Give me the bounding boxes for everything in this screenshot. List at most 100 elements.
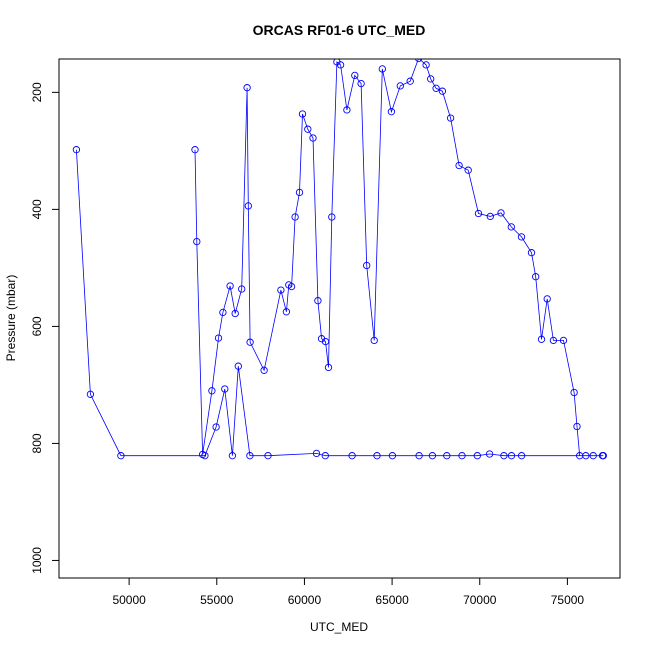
data-point bbox=[357, 79, 365, 88]
x-tick-label: 65000 bbox=[375, 593, 409, 607]
data-point bbox=[415, 452, 423, 460]
data-point bbox=[388, 452, 397, 460]
data-point bbox=[324, 363, 333, 372]
data-point bbox=[246, 452, 254, 460]
data-point bbox=[314, 297, 322, 305]
data-point bbox=[589, 452, 597, 460]
data-point bbox=[373, 452, 381, 460]
data-point bbox=[507, 223, 515, 231]
data-point bbox=[295, 188, 304, 197]
data-point bbox=[576, 452, 584, 460]
data-point bbox=[328, 213, 336, 221]
data-point bbox=[443, 452, 451, 460]
data-point bbox=[464, 166, 472, 174]
data-point bbox=[559, 336, 568, 345]
data-point bbox=[527, 249, 536, 257]
data-point bbox=[317, 335, 326, 343]
x-axis-label: UTC_MED bbox=[310, 620, 368, 634]
data-point bbox=[486, 212, 494, 221]
x-tick-label: 70000 bbox=[463, 593, 497, 607]
data-point bbox=[231, 309, 239, 318]
data-point bbox=[291, 213, 299, 221]
y-tick-label: 1000 bbox=[30, 547, 44, 574]
data-point bbox=[72, 146, 81, 154]
data-point bbox=[598, 452, 607, 460]
data-point bbox=[212, 423, 220, 431]
data-point bbox=[221, 385, 229, 393]
data-point bbox=[422, 61, 430, 69]
data-point bbox=[446, 114, 455, 122]
data-point bbox=[244, 202, 252, 210]
data-point bbox=[406, 77, 414, 85]
data-point bbox=[219, 308, 227, 317]
series-line bbox=[76, 59, 604, 457]
data-point bbox=[214, 334, 223, 342]
data-point bbox=[455, 161, 463, 170]
data-point bbox=[246, 338, 254, 346]
data-point bbox=[282, 308, 291, 316]
data-point bbox=[298, 110, 307, 118]
data-point bbox=[243, 84, 251, 92]
data-point bbox=[549, 336, 558, 345]
data-point bbox=[228, 452, 237, 460]
data-point bbox=[260, 366, 268, 374]
data-point bbox=[193, 237, 201, 246]
y-tick-label: 200 bbox=[30, 82, 44, 102]
data-point bbox=[500, 452, 508, 460]
data-point bbox=[573, 422, 581, 431]
x-tick-label: 60000 bbox=[288, 593, 322, 607]
data-point bbox=[532, 273, 540, 281]
data-point bbox=[438, 87, 447, 95]
x-axis: 50000 55000 60000 65000 70000 75000 bbox=[112, 577, 585, 607]
data-point bbox=[378, 65, 386, 73]
data-point bbox=[321, 452, 329, 460]
data-point bbox=[277, 286, 285, 294]
data-point bbox=[312, 449, 321, 458]
data-point bbox=[208, 387, 216, 395]
data-point bbox=[191, 146, 199, 154]
data-point bbox=[304, 125, 312, 133]
data-point bbox=[458, 452, 466, 460]
plot-frame bbox=[58, 58, 621, 579]
chart-title: ORCAS RF01-6 UTC_MED bbox=[253, 22, 426, 38]
data-point bbox=[507, 452, 516, 460]
data-point bbox=[432, 84, 440, 92]
data-point bbox=[543, 295, 551, 303]
data-point bbox=[473, 452, 481, 460]
data-point bbox=[570, 388, 578, 397]
data-point bbox=[517, 233, 526, 241]
x-tick-label: 75000 bbox=[551, 593, 585, 607]
y-axis-label: Pressure (mbar) bbox=[4, 275, 18, 362]
data-point bbox=[387, 108, 396, 116]
data-point bbox=[238, 285, 246, 293]
y-tick-label: 400 bbox=[30, 199, 44, 219]
data-point bbox=[117, 452, 125, 460]
x-tick-label: 50000 bbox=[112, 593, 146, 607]
data-point bbox=[517, 452, 526, 460]
y-tick-label: 600 bbox=[30, 316, 44, 336]
data-point bbox=[363, 261, 371, 270]
data-point bbox=[351, 71, 359, 80]
data-point bbox=[396, 82, 404, 90]
data-point bbox=[370, 336, 378, 345]
data-point bbox=[474, 209, 483, 218]
data-point bbox=[415, 59, 423, 63]
data-point bbox=[198, 450, 207, 459]
data-point bbox=[333, 59, 341, 66]
data-point bbox=[234, 362, 242, 370]
data-point bbox=[348, 452, 356, 460]
data-point bbox=[428, 452, 437, 460]
data-point bbox=[86, 390, 95, 398]
x-tick-label: 55000 bbox=[200, 593, 234, 607]
data-point bbox=[343, 106, 351, 114]
data-point bbox=[427, 75, 435, 83]
y-tick-label: 800 bbox=[30, 433, 44, 453]
data-point bbox=[537, 335, 546, 343]
data-point bbox=[226, 282, 234, 290]
data-point bbox=[485, 450, 494, 458]
y-axis: 200 400 600 800 1000 bbox=[30, 82, 60, 574]
data-point bbox=[497, 209, 505, 217]
data-point bbox=[285, 281, 293, 289]
data-point bbox=[309, 134, 317, 142]
